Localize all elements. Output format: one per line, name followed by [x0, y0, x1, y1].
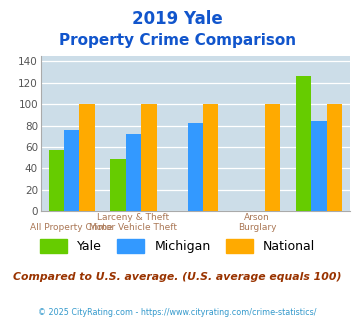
Text: Property Crime Comparison: Property Crime Comparison	[59, 33, 296, 48]
Bar	[311, 121, 327, 211]
Text: Burglary: Burglary	[238, 223, 276, 232]
Bar	[187, 123, 203, 211]
Text: Motor Vehicle Theft: Motor Vehicle Theft	[89, 223, 178, 232]
Bar	[49, 150, 64, 211]
Bar	[80, 104, 95, 211]
Text: Compared to U.S. average. (U.S. average equals 100): Compared to U.S. average. (U.S. average …	[13, 272, 342, 282]
Bar	[110, 159, 126, 211]
Text: Arson: Arson	[244, 213, 270, 222]
Bar	[64, 130, 80, 211]
Bar	[327, 104, 342, 211]
Text: All Property Crime: All Property Crime	[31, 223, 113, 232]
Text: 2019 Yale: 2019 Yale	[132, 10, 223, 28]
Text: Larceny & Theft: Larceny & Theft	[97, 213, 170, 222]
Bar	[203, 104, 218, 211]
Bar	[296, 77, 311, 211]
Bar	[141, 104, 157, 211]
Text: © 2025 CityRating.com - https://www.cityrating.com/crime-statistics/: © 2025 CityRating.com - https://www.city…	[38, 308, 317, 316]
Legend: Yale, Michigan, National: Yale, Michigan, National	[39, 239, 316, 253]
Bar	[126, 134, 141, 211]
Bar	[265, 104, 280, 211]
